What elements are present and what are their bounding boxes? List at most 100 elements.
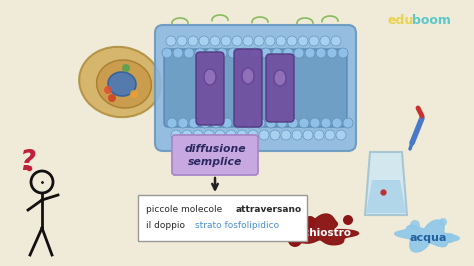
Text: piccole molecole: piccole molecole: [146, 206, 225, 214]
Polygon shape: [366, 180, 406, 213]
Polygon shape: [365, 152, 407, 215]
Circle shape: [261, 48, 271, 58]
Circle shape: [104, 86, 112, 94]
Circle shape: [210, 36, 220, 46]
Circle shape: [288, 233, 302, 247]
Circle shape: [316, 48, 326, 58]
Circle shape: [244, 118, 254, 128]
Circle shape: [237, 130, 247, 140]
FancyBboxPatch shape: [266, 54, 294, 122]
Circle shape: [331, 36, 341, 46]
FancyBboxPatch shape: [196, 52, 224, 125]
Circle shape: [167, 118, 177, 128]
FancyBboxPatch shape: [138, 195, 307, 241]
Circle shape: [303, 130, 313, 140]
Circle shape: [304, 216, 316, 228]
Circle shape: [232, 36, 242, 46]
Circle shape: [445, 233, 455, 243]
Text: acqua: acqua: [410, 233, 447, 243]
FancyBboxPatch shape: [172, 135, 258, 175]
Circle shape: [439, 218, 447, 226]
Circle shape: [243, 36, 253, 46]
Polygon shape: [395, 220, 459, 252]
Circle shape: [325, 130, 335, 140]
Text: strato fosfolipidico: strato fosfolipidico: [195, 221, 279, 230]
Polygon shape: [286, 214, 359, 245]
Ellipse shape: [79, 47, 161, 117]
Circle shape: [254, 36, 264, 46]
Circle shape: [204, 130, 214, 140]
Circle shape: [188, 36, 198, 46]
Text: semplice: semplice: [188, 157, 242, 167]
Circle shape: [321, 118, 331, 128]
Circle shape: [255, 118, 265, 128]
Circle shape: [338, 48, 348, 58]
Circle shape: [177, 36, 187, 46]
Text: ?: ?: [19, 148, 35, 176]
Text: inchiostro: inchiostro: [292, 228, 352, 238]
Ellipse shape: [204, 69, 216, 85]
Circle shape: [178, 118, 188, 128]
Circle shape: [343, 118, 353, 128]
FancyBboxPatch shape: [155, 25, 356, 151]
Circle shape: [266, 118, 276, 128]
Circle shape: [193, 130, 203, 140]
Text: diffusione: diffusione: [184, 144, 246, 154]
Circle shape: [206, 48, 216, 58]
Circle shape: [292, 130, 302, 140]
Circle shape: [343, 215, 353, 225]
Ellipse shape: [108, 72, 136, 96]
Circle shape: [130, 90, 138, 98]
Circle shape: [310, 118, 320, 128]
Ellipse shape: [97, 60, 151, 108]
Circle shape: [298, 36, 308, 46]
Circle shape: [281, 130, 291, 140]
Circle shape: [217, 48, 227, 58]
Circle shape: [277, 118, 287, 128]
Circle shape: [195, 48, 205, 58]
Circle shape: [309, 36, 319, 46]
Circle shape: [250, 48, 260, 58]
Circle shape: [200, 118, 210, 128]
Circle shape: [332, 118, 342, 128]
Circle shape: [189, 118, 199, 128]
Circle shape: [166, 36, 176, 46]
Circle shape: [233, 118, 243, 128]
Circle shape: [228, 48, 238, 58]
Circle shape: [272, 48, 282, 58]
Circle shape: [265, 36, 275, 46]
Circle shape: [287, 36, 297, 46]
Circle shape: [221, 36, 231, 46]
Text: il doppio: il doppio: [146, 221, 188, 230]
Circle shape: [305, 48, 315, 58]
Circle shape: [122, 64, 130, 72]
Circle shape: [283, 48, 293, 58]
Text: attraversano: attraversano: [236, 206, 302, 214]
Ellipse shape: [274, 70, 286, 86]
FancyBboxPatch shape: [164, 49, 347, 127]
Circle shape: [215, 130, 225, 140]
Circle shape: [270, 130, 280, 140]
Circle shape: [199, 36, 209, 46]
Circle shape: [226, 130, 236, 140]
Circle shape: [288, 118, 298, 128]
Circle shape: [222, 118, 232, 128]
Text: boom: boom: [412, 14, 451, 27]
Text: edu: edu: [388, 14, 414, 27]
Circle shape: [410, 220, 420, 230]
Circle shape: [327, 48, 337, 58]
Circle shape: [276, 36, 286, 46]
Circle shape: [320, 36, 330, 46]
Circle shape: [299, 118, 309, 128]
Circle shape: [108, 94, 116, 102]
Circle shape: [239, 48, 249, 58]
Circle shape: [171, 130, 181, 140]
Circle shape: [248, 130, 258, 140]
Circle shape: [182, 130, 192, 140]
Circle shape: [314, 130, 324, 140]
Circle shape: [294, 48, 304, 58]
Ellipse shape: [242, 68, 254, 84]
Circle shape: [173, 48, 183, 58]
Circle shape: [184, 48, 194, 58]
Circle shape: [162, 48, 172, 58]
